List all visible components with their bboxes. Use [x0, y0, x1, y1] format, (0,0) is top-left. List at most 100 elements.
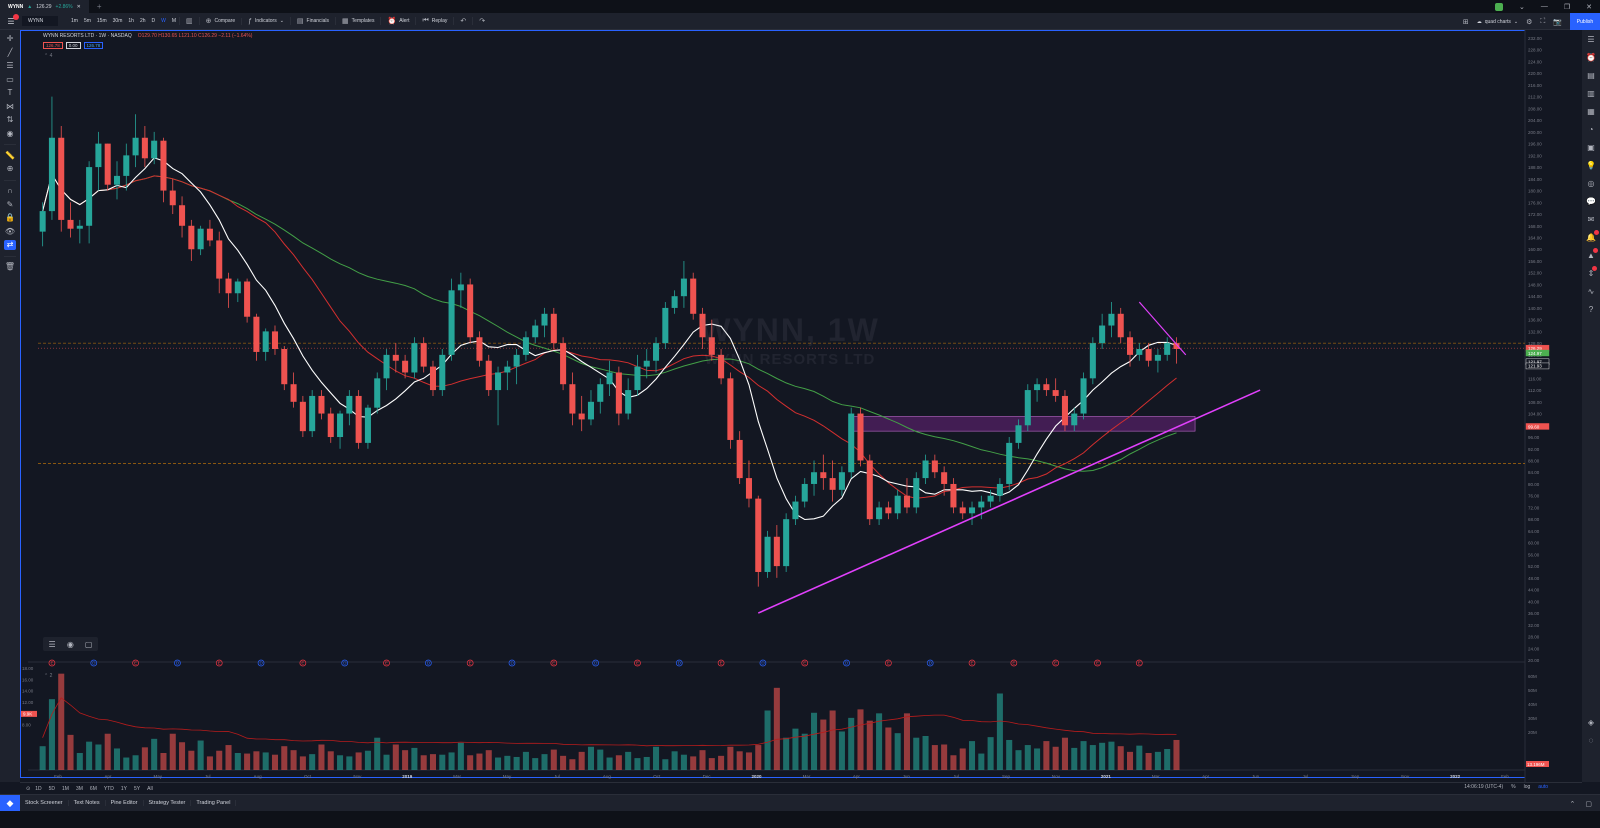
timeframe-30m[interactable]: 30m [112, 18, 123, 24]
chart-tab[interactable]: WYNN ▲ 126.29 +2.86% ✕ [0, 0, 89, 13]
timeframe-2h[interactable]: 2h [139, 18, 146, 24]
help-icon[interactable]: ? [1588, 305, 1594, 314]
menu-button[interactable]: ☰ [0, 13, 22, 26]
range-all[interactable]: All [147, 785, 153, 792]
percent-scale-toggle[interactable]: % [1511, 784, 1516, 790]
timeframe-1m[interactable]: 1m [71, 18, 78, 24]
event-marker-dividend[interactable]: D [90, 659, 98, 667]
chevron-down-icon[interactable]: ⌄ [1518, 3, 1525, 11]
range-1d[interactable]: 1D [35, 785, 42, 792]
publish-button[interactable]: Publish [1570, 13, 1600, 30]
event-marker-earnings[interactable]: E [466, 659, 474, 667]
event-marker-earnings[interactable]: E [717, 659, 725, 667]
support-icon[interactable]: ◌ [1588, 736, 1594, 745]
notifications-icon[interactable]: 🔔 [1586, 230, 1599, 243]
alert-button[interactable]: ⏰ Alert [380, 17, 415, 25]
timeframe-15m[interactable]: 15m [96, 18, 107, 24]
object-tree-icon[interactable]: ☰ [48, 639, 56, 649]
series-legend[interactable]: WYNN RESORTS LTD · 1W · NASDAQ O129.70 H… [43, 33, 252, 39]
lock-icon[interactable]: 🔒 [5, 213, 15, 222]
add-tab-icon[interactable]: + [96, 2, 102, 11]
event-marker-earnings[interactable]: E [968, 659, 976, 667]
hotlist-icon[interactable]: ▥ [1587, 89, 1595, 98]
notes-icon[interactable]: ▣ [1587, 143, 1595, 152]
order-panel-icon[interactable]: ▲ [1587, 248, 1598, 261]
range-ytd[interactable]: YTD [103, 785, 114, 792]
timeframe-d[interactable]: D [151, 18, 156, 24]
collapse-panel-icon[interactable]: ⌃ [1569, 800, 1576, 808]
close-window-icon[interactable]: ✕ [1586, 3, 1592, 11]
pencil-lock-icon[interactable]: ✎ [6, 199, 14, 209]
panel-tab-text-notes[interactable]: Text Notes [69, 800, 106, 806]
event-marker-earnings[interactable]: E [48, 659, 56, 667]
tradingview-logo-icon[interactable]: ◆ [0, 794, 20, 812]
event-marker-earnings[interactable]: E [885, 659, 892, 667]
timeframe-m[interactable]: M [171, 18, 177, 24]
event-marker-earnings[interactable]: E [299, 659, 307, 667]
range-3m[interactable]: 3M [75, 785, 83, 792]
range-5d[interactable]: 5D [48, 785, 56, 792]
range-6m[interactable]: 6M [89, 785, 97, 792]
maximize-panel-icon[interactable]: ▢ [1585, 800, 1592, 808]
event-marker-dividend[interactable]: D [424, 659, 432, 667]
sell-button[interactable]: 126.78 [43, 42, 63, 49]
event-marker-earnings[interactable]: E [1094, 659, 1101, 667]
pulse-icon[interactable]: ∿ [1587, 287, 1595, 296]
layout-grid-icon[interactable]: ⊞ [1462, 18, 1469, 26]
camera-icon[interactable]: 📷 [1553, 18, 1562, 26]
event-marker-dividend[interactable]: D [843, 659, 850, 667]
undo-button[interactable]: ↶ [453, 17, 472, 25]
news-icon[interactable]: ◔ [1588, 125, 1594, 134]
private-chats-icon[interactable]: ✉ [1587, 215, 1595, 224]
watchlist-icon[interactable]: ☰ [1587, 35, 1595, 44]
timeframe-5m[interactable]: 5m [83, 18, 91, 24]
trash-icon[interactable]: 🗑 [4, 262, 16, 271]
price-chart[interactable]: 232.00 228.00 224.00 220.00 216.00 212.00 208.… [20, 30, 1550, 782]
crosshair-icon[interactable]: ✛ [6, 34, 14, 43]
compare-button[interactable]: ⊕ Compare [198, 17, 241, 25]
event-marker-dividend[interactable]: D [926, 659, 934, 667]
timeframe-1h[interactable]: 1h [128, 18, 134, 24]
range-1y[interactable]: 1Y [120, 785, 127, 792]
eye-icon[interactable]: ◉ [6, 128, 14, 138]
event-marker-dividend[interactable]: D [257, 659, 265, 667]
range-1m[interactable]: 1M [62, 785, 69, 792]
dom-icon[interactable]: ⇕ [1588, 266, 1598, 279]
panel-tab-strategy-tester[interactable]: Strategy Tester [144, 800, 192, 806]
event-marker-dividend[interactable]: D [759, 659, 767, 667]
minimize-icon[interactable]: — [1540, 3, 1548, 10]
templates-button[interactable]: ▦ Templates [335, 17, 380, 25]
ruler-icon[interactable]: 📏 [5, 150, 15, 160]
pattern-icon[interactable]: ⋈ [6, 101, 14, 111]
tab-close-icon[interactable]: ✕ [76, 3, 81, 10]
magnet-icon[interactable]: ∩ [7, 186, 13, 195]
streams-icon[interactable]: ◎ [1587, 179, 1595, 188]
event-marker-earnings[interactable]: E [215, 659, 223, 667]
range-5y[interactable]: 5Y [134, 785, 141, 792]
event-marker-dividend[interactable]: D [592, 659, 599, 667]
rectangle-icon[interactable]: ▭ [6, 74, 14, 84]
text-icon[interactable]: T [7, 88, 13, 97]
indicators-collapse-toggle[interactable]: ⌃ 4 [44, 53, 53, 59]
event-marker-dividend[interactable]: D [174, 659, 181, 667]
event-marker-dividend[interactable]: D [675, 659, 683, 667]
buy-button[interactable]: 126.78 [83, 42, 104, 49]
horizontal-lines-icon[interactable]: ☰ [6, 61, 14, 70]
event-marker-earnings[interactable]: E [1052, 659, 1060, 667]
auto-scale-toggle[interactable]: auto [1538, 784, 1548, 790]
timeframe-w[interactable]: W [161, 18, 166, 24]
event-marker-earnings[interactable]: E [383, 659, 390, 667]
event-marker-earnings[interactable]: E [550, 659, 558, 667]
fullscreen-icon[interactable]: ⛶ [1540, 17, 1546, 25]
alerts-icon[interactable]: ⏰ [1586, 53, 1596, 62]
visibility-icon[interactable]: 👁 [4, 226, 16, 236]
chart-type-button[interactable]: ▥ [179, 17, 199, 25]
redo-button[interactable]: ↷ [472, 17, 491, 25]
symbol-search-input[interactable]: WYNN [22, 16, 58, 26]
event-marker-earnings[interactable]: E [634, 659, 641, 667]
settings-icon[interactable]: ⚙ [1526, 18, 1533, 26]
event-marker-earnings[interactable]: E [1010, 659, 1018, 667]
trendline-icon[interactable]: ╱ [7, 47, 13, 57]
indicators-button[interactable]: ƒ Indicators ⌄ [241, 17, 290, 25]
goto-date-icon[interactable]: ⊙ [26, 785, 31, 792]
